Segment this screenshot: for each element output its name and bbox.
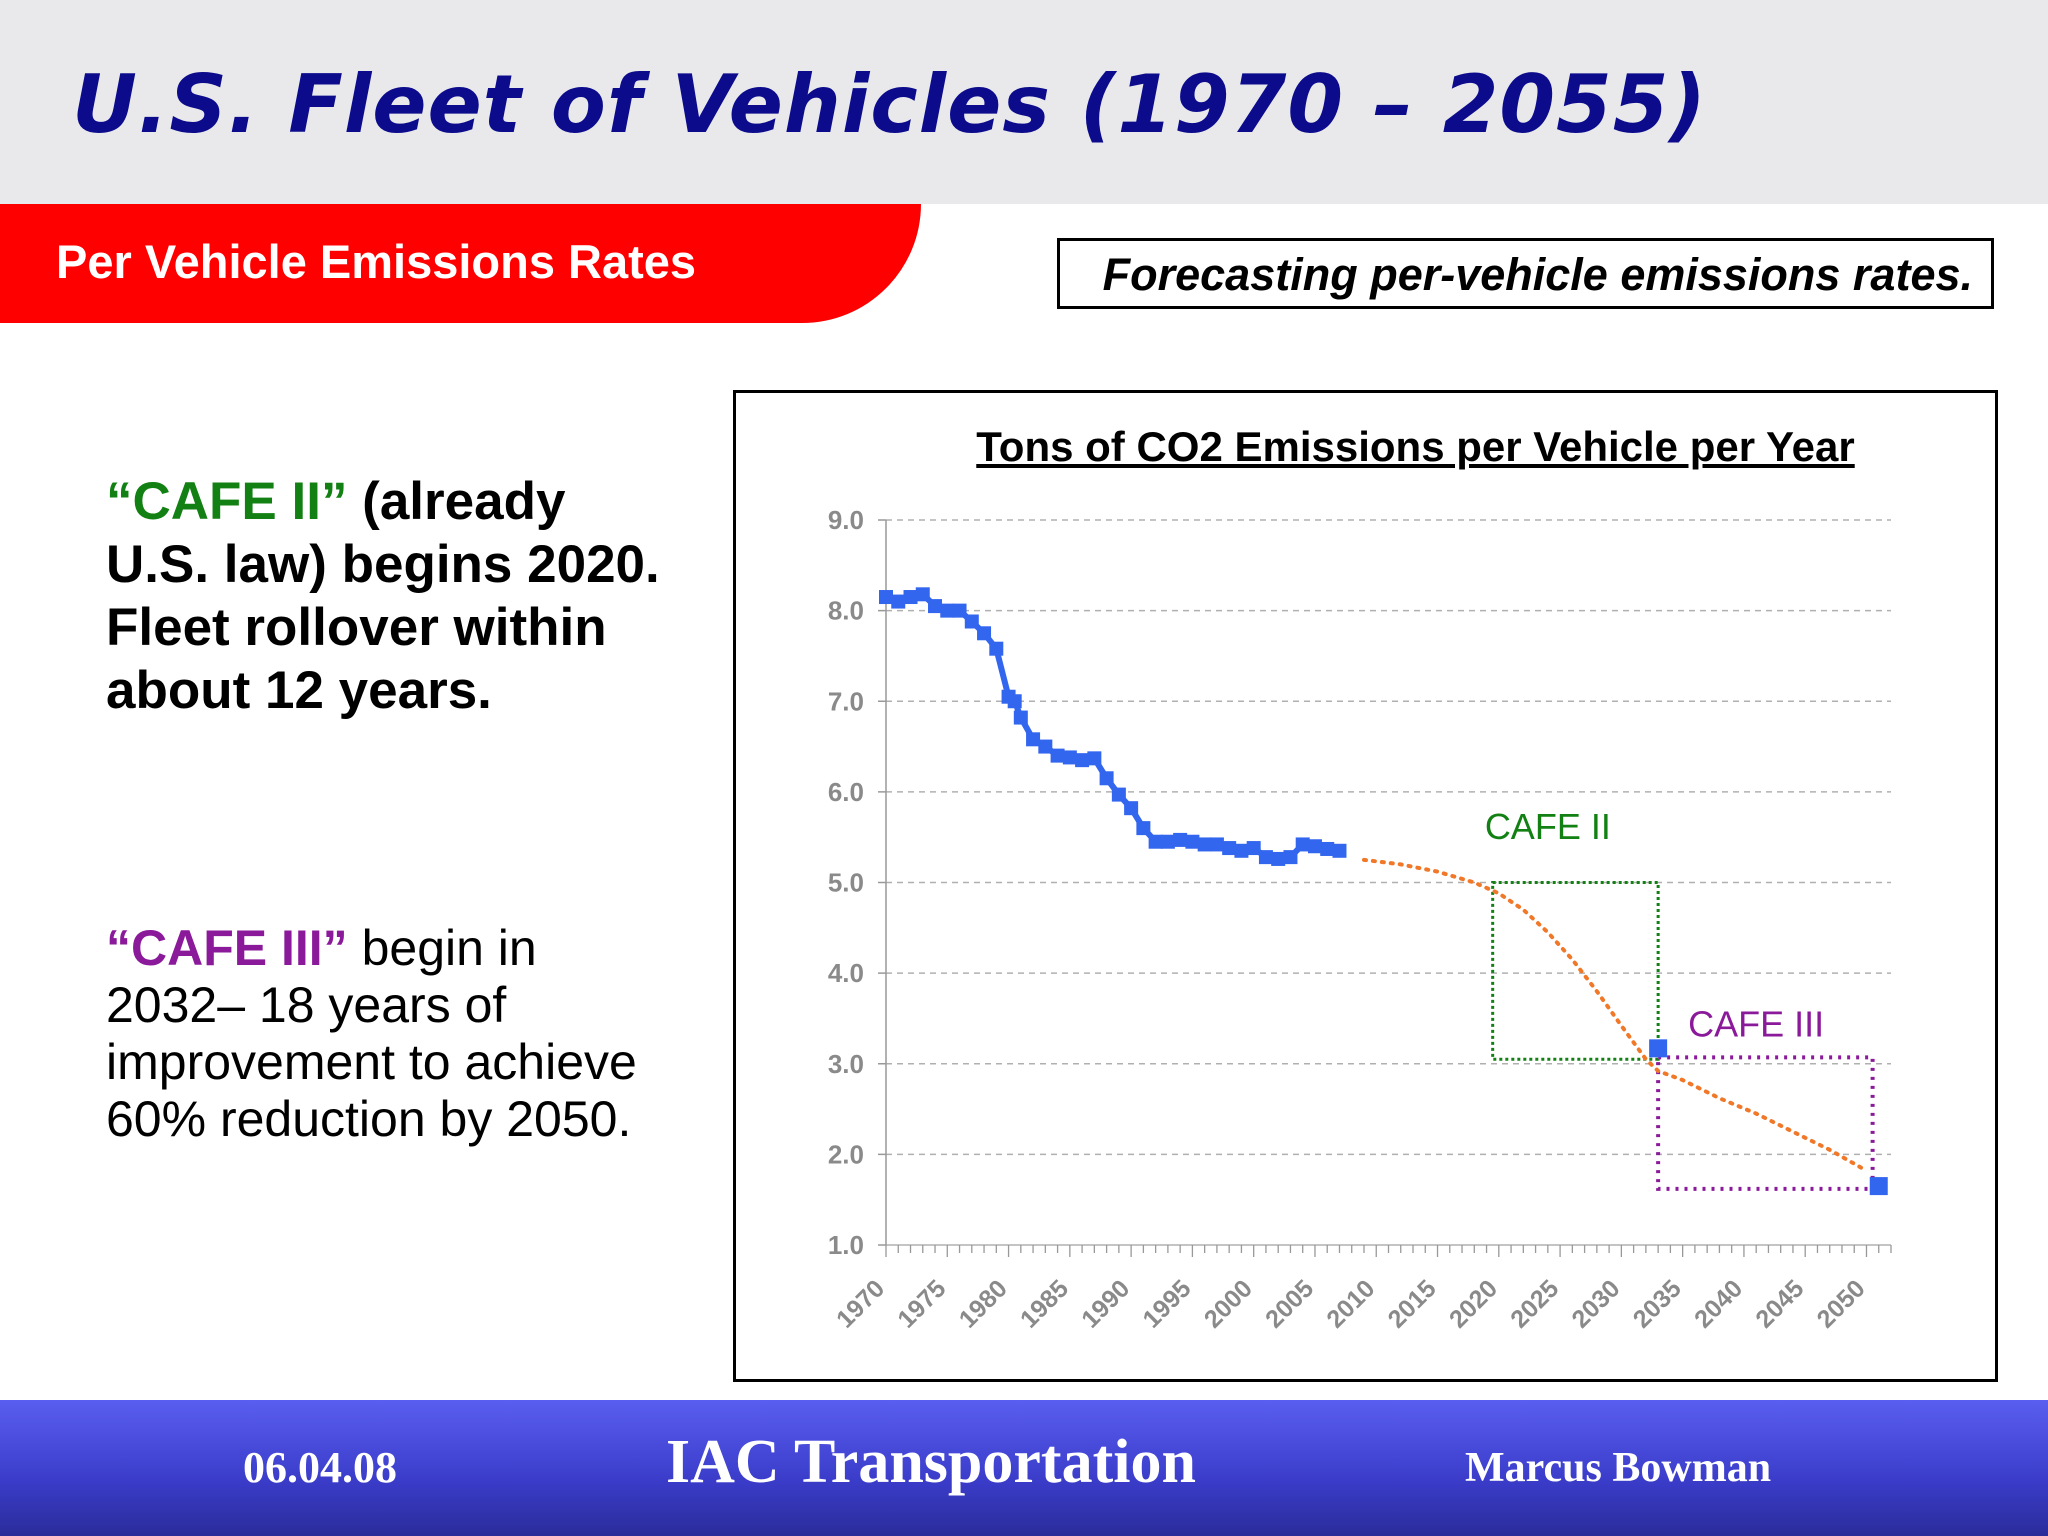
- historical-point: [1295, 837, 1310, 852]
- historical-point: [1111, 787, 1126, 802]
- x-tick-label: 2025: [1505, 1274, 1564, 1333]
- historical-point: [891, 594, 906, 609]
- historical-point: [1124, 801, 1139, 816]
- cafe3-box: [1656, 1055, 1875, 1191]
- historical-point: [1258, 850, 1273, 865]
- x-tick-label: 1980: [954, 1274, 1013, 1333]
- cafe3-highlight: “CAFE III”: [106, 920, 348, 976]
- historical-point: [1148, 834, 1163, 849]
- footer-bar: 06.04.08 IAC Transportation Marcus Bowma…: [0, 1400, 2048, 1536]
- historical-point: [1271, 851, 1286, 866]
- historical-point: [1234, 843, 1249, 858]
- historical-point: [1246, 841, 1261, 856]
- historical-point: [1062, 750, 1077, 765]
- historical-point: [1050, 748, 1065, 763]
- historical-point: [915, 587, 930, 602]
- x-tick-label: 2015: [1383, 1274, 1442, 1333]
- historical-point: [1099, 771, 1114, 786]
- historical-point: [1026, 732, 1041, 747]
- x-tick-label: 2005: [1260, 1274, 1319, 1333]
- subtitle-box: Forecasting per-vehicle emissions rates.: [1057, 238, 1994, 309]
- footer-brand: IAC Transportation: [666, 1428, 1196, 1496]
- cafe3-description: “CAFE III” begin in 2032– 18 years of im…: [106, 920, 666, 1148]
- historical-point: [1007, 694, 1022, 709]
- y-tick-label: 9.0: [828, 505, 864, 535]
- footer-author: Marcus Bowman: [1465, 1445, 1772, 1491]
- target-point: [1869, 1177, 1888, 1196]
- x-tick-label: 2000: [1199, 1274, 1258, 1333]
- historical-point: [977, 626, 992, 641]
- y-tick-label: 8.0: [828, 596, 864, 626]
- historical-point: [1160, 834, 1175, 849]
- chart-title: Tons of CO2 Emissions per Vehicle per Ye…: [976, 423, 1855, 470]
- x-tick-label: 2040: [1689, 1274, 1748, 1333]
- footer-date: 06.04.08: [243, 1443, 397, 1492]
- historical-point: [1038, 739, 1053, 754]
- historical-point: [989, 641, 1004, 656]
- cafe3-label: CAFE III: [1688, 1004, 1824, 1045]
- historical-point: [1173, 832, 1188, 847]
- forecast-series-line: [1361, 857, 1869, 1173]
- x-tick-label: 2050: [1812, 1274, 1871, 1333]
- historical-point: [1087, 751, 1102, 766]
- historical-point: [1197, 837, 1212, 852]
- historical-series-line: [884, 591, 1340, 862]
- historical-point: [952, 603, 967, 618]
- historical-point: [1075, 753, 1090, 768]
- target-point: [1649, 1039, 1668, 1058]
- historical-point: [1332, 843, 1347, 858]
- y-tick-label: 4.0: [828, 958, 864, 988]
- x-tick-label: 1975: [892, 1274, 951, 1333]
- x-tick-label: 2045: [1750, 1274, 1809, 1333]
- y-tick-label: 6.0: [828, 777, 864, 807]
- historical-point: [879, 590, 893, 605]
- historical-point: [964, 614, 979, 629]
- subtitle-text: Forecasting per-vehicle emissions rates.: [1102, 249, 1973, 300]
- historical-point: [1209, 837, 1224, 852]
- historical-point: [1136, 821, 1151, 836]
- section-tab-label: Per Vehicle Emissions Rates: [56, 235, 697, 288]
- x-tick-label: 2010: [1321, 1274, 1380, 1333]
- historical-point: [1307, 839, 1322, 854]
- historical-point: [928, 599, 943, 614]
- cafe2-box: [1491, 881, 1660, 1061]
- cafe2-label: CAFE II: [1485, 806, 1611, 847]
- cafe2-text: (already U.S. law) begins 2020. Fleet ro…: [106, 472, 660, 720]
- y-tick-label: 2.0: [828, 1139, 864, 1169]
- x-tick-label: 1985: [1015, 1274, 1074, 1333]
- section-tab: Per Vehicle Emissions Rates: [0, 204, 921, 323]
- historical-point: [1222, 841, 1237, 856]
- cafe2-highlight: “CAFE II”: [106, 472, 348, 531]
- y-tick-label: 3.0: [828, 1049, 864, 1079]
- x-tick-label: 2035: [1628, 1274, 1687, 1333]
- x-tick-label: 1990: [1076, 1274, 1135, 1333]
- historical-point: [903, 590, 918, 605]
- historical-point: [1283, 850, 1298, 865]
- title-band: [0, 0, 2048, 204]
- y-tick-label: 1.0: [828, 1230, 864, 1260]
- page-title: U.S. Fleet of Vehicles (1970 – 2055): [72, 58, 1707, 151]
- historical-point: [1320, 841, 1335, 856]
- cafe3-text: begin in 2032– 18 years of improvement t…: [106, 920, 637, 1147]
- y-tick-label: 7.0: [828, 686, 864, 716]
- historical-point: [1013, 710, 1028, 725]
- x-tick-label: 1995: [1138, 1274, 1197, 1333]
- x-tick-label: 1970: [831, 1274, 890, 1333]
- historical-point: [940, 603, 955, 618]
- y-tick-label: 5.0: [828, 868, 864, 898]
- historical-point: [1185, 834, 1200, 849]
- x-tick-label: 2020: [1444, 1274, 1503, 1333]
- cafe2-description: “CAFE II” (already U.S. law) begins 2020…: [106, 470, 666, 722]
- chart-frame: Tons of CO2 Emissions per Vehicle per Ye…: [733, 390, 1998, 1382]
- x-tick-label: 2030: [1566, 1274, 1625, 1333]
